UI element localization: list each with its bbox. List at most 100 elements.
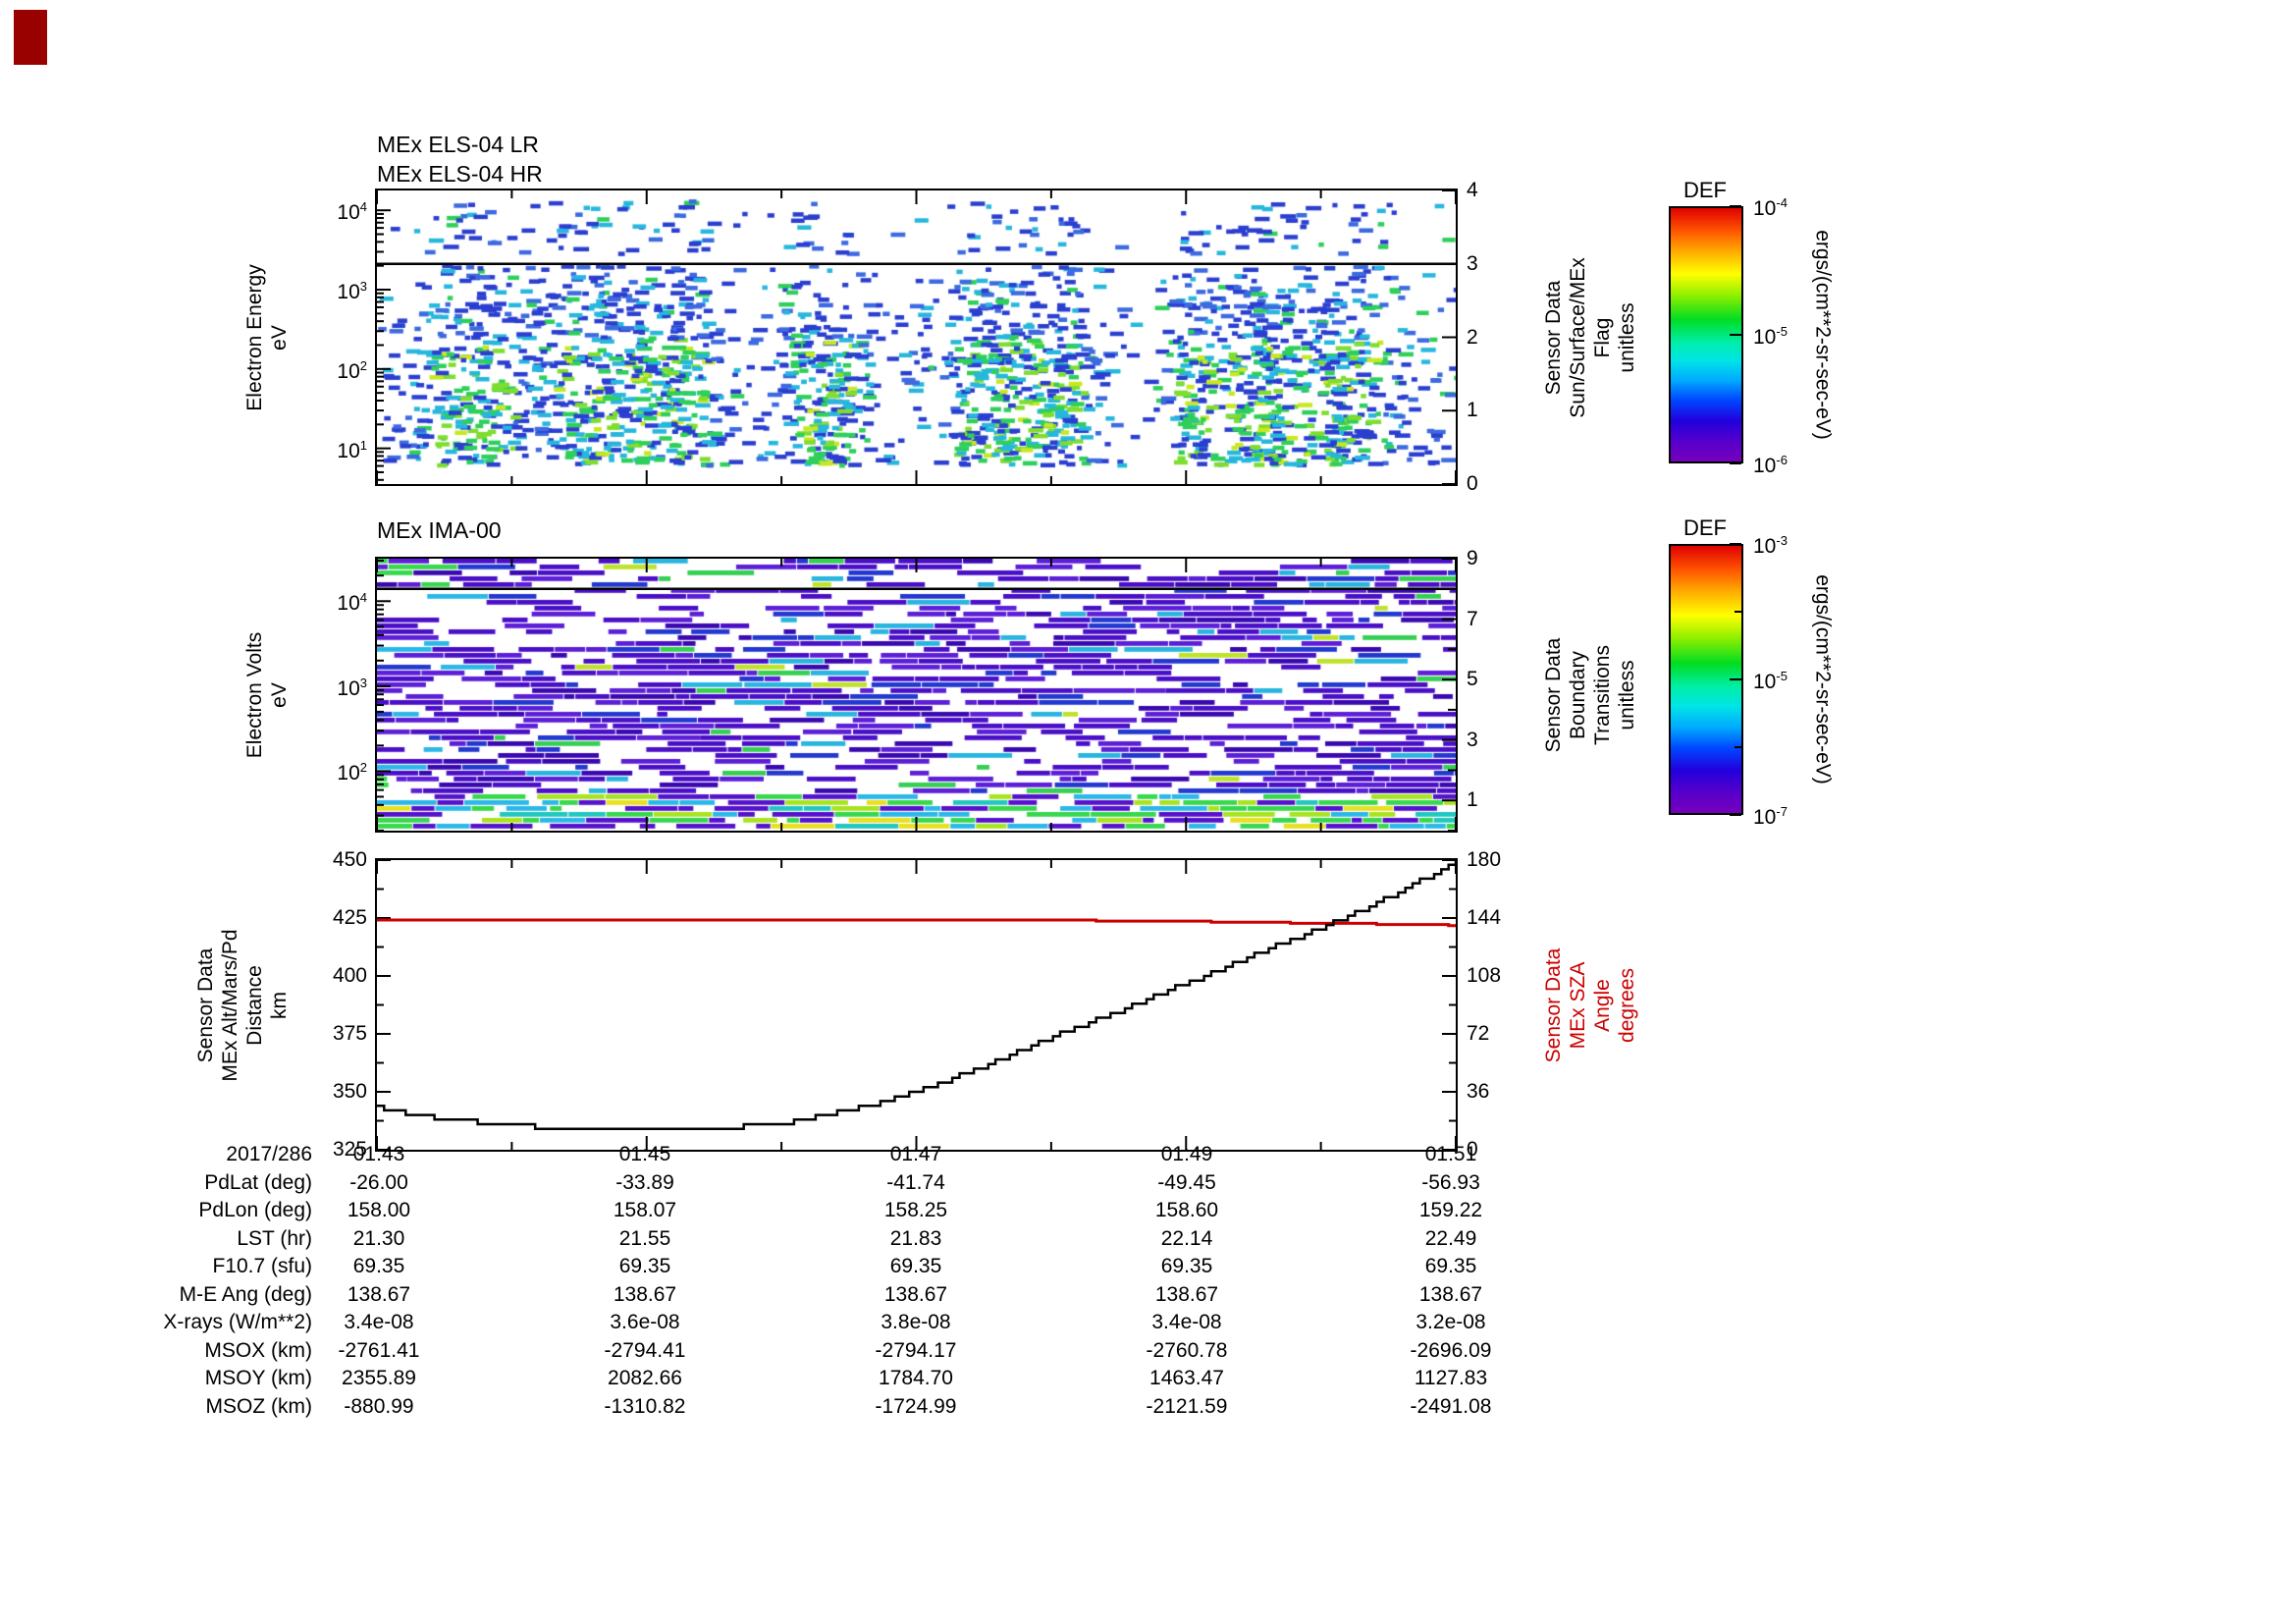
ephemeris-row-label: LST (hr): [237, 1226, 312, 1250]
ephemeris-cell: 138.67: [347, 1282, 411, 1306]
ephemeris-cell: 3.8e-08: [881, 1311, 951, 1333]
ephemeris-cell: 3.6e-08: [610, 1311, 680, 1333]
ephemeris-cell: 159.22: [1418, 1199, 1483, 1221]
vlabel-line: eV: [268, 324, 291, 351]
sza-right-axis-label: Sensor Data MEx SZA Angle degrees: [1541, 947, 1639, 1062]
colorbar1-title: DEF: [1683, 178, 1727, 202]
sza-right-tick-label: 0: [1467, 1138, 1478, 1161]
ephemeris-cell: 21.83: [889, 1226, 942, 1250]
ephemeris-cell: 1784.70: [879, 1367, 953, 1389]
els-spectrogram-panel: [375, 189, 1458, 486]
alt-y-axis-label: Sensor Data MEx Alt/Mars/Pd Distance km: [193, 929, 292, 1081]
colorbar2-title: DEF: [1683, 515, 1727, 540]
ephemeris-cell: -1724.99: [875, 1394, 957, 1418]
ephemeris-cell: -2794.41: [604, 1338, 686, 1362]
ephemeris-cell: 2082.66: [608, 1367, 682, 1389]
ima-right-axis-label: Sensor Data Boundary Transitions unitless: [1541, 637, 1639, 752]
ima-title: MEx IMA-00: [377, 517, 502, 543]
vlabel-line: Flag: [1591, 317, 1614, 357]
ephemeris-row-label: PdLat (deg): [204, 1170, 312, 1194]
altitude-line-panel: [375, 858, 1458, 1152]
ephemeris-row-label: F10.7 (sfu): [212, 1255, 312, 1277]
alt-y-tick-label: 350: [332, 1080, 367, 1103]
vlabel-line: Distance: [243, 964, 266, 1046]
ephemeris-cell: -56.93: [1421, 1170, 1480, 1194]
ephemeris-row-label: PdLon (deg): [198, 1199, 312, 1221]
els-title-hr: MEx ELS-04 HR: [377, 161, 543, 187]
sza-right-tick-label: 144: [1467, 906, 1502, 929]
ima-right-tick-label: 1: [1467, 788, 1478, 812]
vlabel-line: Sun/Surface/MEx: [1567, 256, 1589, 418]
ephemeris-cell: -2794.17: [875, 1338, 957, 1362]
ephemeris-cell: 158.25: [883, 1199, 948, 1221]
ima-right-tick-label: 9: [1467, 547, 1478, 569]
time-axis-label: 01:45: [618, 1143, 671, 1165]
els-y-axis-label: Electron Energy eV: [242, 264, 292, 410]
vlabel-line: Boundary: [1567, 650, 1589, 739]
colorbar2-tick-label: 10-7: [1753, 804, 1788, 829]
ephemeris-cell: -26.00: [349, 1170, 408, 1194]
vlabel-line: Transitions: [1591, 644, 1614, 745]
alt-y-tick-label: 425: [332, 906, 367, 929]
ephemeris-cell: 21.30: [352, 1226, 405, 1250]
colorbar2-tick-mark: [1730, 543, 1741, 545]
vlabel-line: Sensor Data: [1542, 637, 1565, 752]
ephemeris-row-label: X-rays (W/m**2): [163, 1311, 312, 1333]
vlabel-line: Electron Energy: [243, 263, 266, 411]
time-axis-label: 01:49: [1160, 1143, 1213, 1165]
sza-right-tick-label: 72: [1467, 1022, 1490, 1045]
ephemeris-cell: 138.67: [613, 1282, 677, 1306]
els-right-tick-label: 3: [1467, 251, 1478, 275]
ephemeris-cell: -2696.09: [1410, 1338, 1492, 1362]
colorbar2-tick-mark: [1730, 814, 1741, 816]
vlabel-line: unitless: [1616, 301, 1638, 373]
ephemeris-cell: 3.4e-08: [1151, 1311, 1222, 1333]
ima-spectrogram-panel: [375, 557, 1458, 833]
ephemeris-row-label: MSOZ (km): [205, 1394, 312, 1418]
ephemeris-cell: -2491.08: [1410, 1394, 1492, 1418]
ima-right-tick-label: 3: [1467, 728, 1478, 751]
alt-y-tick-label: 400: [332, 964, 367, 987]
alt-y-tick-label: 450: [332, 848, 367, 871]
colorbar1-tick-label: 10-5: [1753, 324, 1788, 349]
sza-right-tick-label: 36: [1467, 1080, 1490, 1103]
vlabel-line: Electron Volts: [243, 631, 266, 758]
ephemeris-row-label: MSOY (km): [204, 1367, 312, 1389]
ephemeris-cell: -33.89: [615, 1170, 674, 1194]
sza-right-tick-label: 180: [1467, 848, 1502, 871]
ephemeris-cell: 69.35: [1160, 1255, 1213, 1277]
colorbar2-tick-mark: [1730, 678, 1741, 680]
vlabel-line: MEx Alt/Mars/Pd: [219, 928, 241, 1082]
vlabel-line: unitless: [1616, 659, 1638, 730]
ephemeris-cell: -1310.82: [604, 1394, 686, 1418]
vlabel-line: eV: [268, 681, 291, 708]
els-y-tick-label: 101: [337, 437, 367, 462]
colorbar1-tick-label: 10-6: [1753, 453, 1788, 477]
colorbar1-tick-label: 10-4: [1753, 195, 1788, 220]
ephemeris-cell: 138.67: [883, 1282, 948, 1306]
ephemeris-cell: 158.00: [347, 1199, 411, 1221]
els-right-axis-label: Sensor Data Sun/Surface/MEx Flag unitless: [1541, 257, 1639, 417]
ephemeris-cell: 138.67: [1154, 1282, 1219, 1306]
ephemeris-cell: 69.35: [1424, 1255, 1477, 1277]
ima-spectrogram-canvas: [377, 559, 1456, 831]
ephemeris-cell: 3.2e-08: [1415, 1311, 1486, 1333]
els-right-tick-label: 2: [1467, 325, 1478, 349]
vlabel-line: Sensor Data: [1542, 947, 1565, 1062]
vlabel-line: ergs/(cm**2-sr-sec-eV): [1811, 230, 1835, 440]
ima-y-tick-label: 102: [337, 760, 367, 785]
els-y-tick-label: 102: [337, 357, 367, 383]
ima-axes-overlay: [377, 559, 1456, 831]
colorbar1-tick-mark: [1730, 205, 1741, 207]
altitude-line-chart: [377, 860, 1456, 1150]
ephemeris-cell: 158.60: [1154, 1199, 1219, 1221]
ephemeris-cell: 1463.47: [1149, 1367, 1224, 1389]
colorbar1-tick-mark: [1730, 334, 1741, 336]
els-right-tick-label: 4: [1467, 179, 1478, 201]
corner-marker: [14, 10, 47, 65]
ima-y-tick-label: 104: [337, 590, 367, 616]
ephemeris-cell: -2761.41: [338, 1338, 420, 1362]
ephemeris-cell: 69.35: [618, 1255, 671, 1277]
colorbar2-minor-tick-mark: [1735, 746, 1741, 748]
